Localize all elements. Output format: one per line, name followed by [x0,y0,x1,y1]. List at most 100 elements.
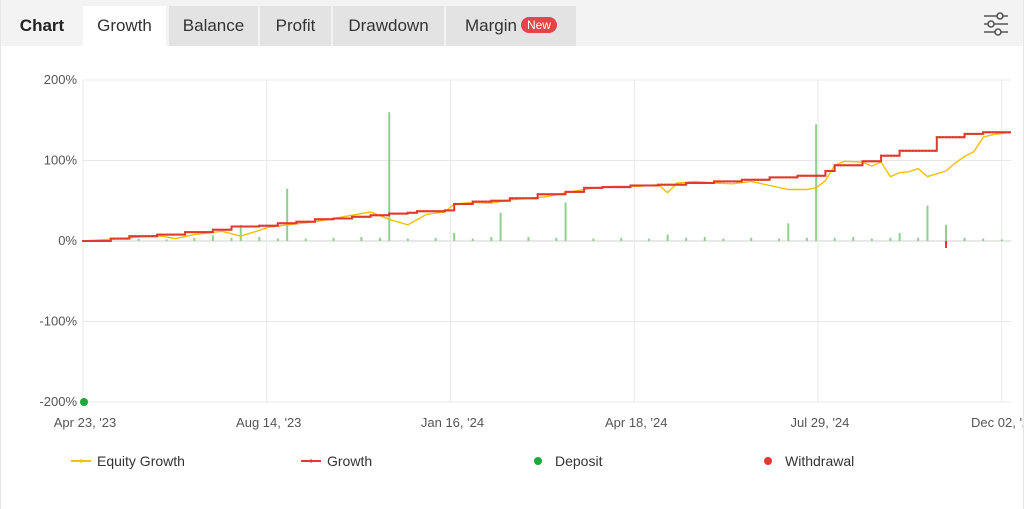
tab-drawdown[interactable]: Drawdown [333,6,444,46]
growth-point [874,160,877,163]
growth-point [711,182,714,185]
growth-point [732,180,735,183]
volume-bar [1000,239,1003,241]
growth-point [144,235,147,238]
growth-point [391,212,394,215]
chart-markers [80,131,1011,406]
volume-bar [592,238,595,241]
growth-point [85,240,88,242]
growth-point [1004,131,1007,134]
growth-point [871,160,874,163]
growth-point [230,225,233,228]
growth-point [236,225,239,228]
growth-point [982,131,985,134]
growth-point [240,225,243,228]
growth-point [680,183,683,186]
growth-point [905,149,908,152]
growth-point [416,210,419,213]
x-tick-label: Apr 18, '24 [605,415,667,430]
growth-point [739,180,742,183]
growth-point [471,200,474,203]
growth-point [534,197,537,200]
legend-label: Equity Growth [97,453,185,469]
volume-bar [211,235,214,241]
growth-point [788,176,791,179]
growth-point [753,178,756,181]
growth-point [704,182,707,185]
tab-growth[interactable]: Growth [83,6,166,46]
growth-point [422,210,425,213]
growth-point [113,237,116,240]
growth-point [583,186,586,189]
growth-point [438,210,441,213]
growth-point [667,183,670,186]
growth-point [211,228,214,231]
volume-bar [239,224,242,241]
growth-point [722,180,725,183]
growth-point [924,149,927,152]
volume-bar [833,237,836,241]
growth-point [827,169,830,172]
growth-point [367,215,370,218]
growth-point [394,212,397,215]
growth-point [169,233,172,236]
sliders-icon[interactable] [981,10,1011,38]
growth-point [193,231,196,234]
legend-label: Growth [327,453,372,469]
growth-point [175,233,178,236]
growth-point [840,164,843,167]
growth-point [469,202,472,205]
growth-point [652,184,655,187]
growth-point [729,180,732,183]
volume-bar [620,237,623,241]
growth-point [784,176,787,179]
growth-point [991,131,994,134]
growth-point [931,149,934,152]
growth-point [488,200,490,203]
growth-point [311,220,314,223]
growth-point [935,136,938,139]
growth-point [796,174,799,177]
growth-point [864,160,867,163]
growth-point [624,186,627,189]
growth-point [599,186,602,189]
growth-point [660,183,663,186]
growth-point [757,178,760,181]
growth-point [280,222,283,225]
growth-point [162,233,165,236]
growth-point [512,197,515,200]
growth-point [506,199,509,202]
volume-bar [304,238,307,241]
volume-bar [703,236,706,241]
growth-point [109,237,112,240]
growth-point [562,193,565,196]
growth-point [822,174,825,177]
tab-balance[interactable]: Balance [169,6,258,46]
growth-point [197,231,200,234]
growth-point [574,190,577,193]
growth-point [508,197,511,200]
growth-point [707,182,710,185]
growth-point [683,183,686,186]
growth-point [896,154,899,157]
tab-margin[interactable]: Margin New [446,6,576,46]
volume-bar [898,232,901,241]
growth-point [253,225,256,228]
growth-point [1008,131,1011,134]
volume-bar [564,202,567,241]
growth-point [966,132,969,135]
growth-point [443,209,446,212]
growth-point [914,149,917,152]
volume-bar [453,232,456,241]
growth-point [819,174,822,177]
growth-point [159,233,162,236]
growth-point [536,193,539,196]
chart-legend: Equity Growth Growth Deposit Withdrawal [71,453,854,469]
growth-point [726,180,729,183]
growth-point [298,220,301,223]
growth-point [339,217,342,220]
growth-point [877,160,880,163]
growth-point [688,182,691,185]
tab-profit[interactable]: Profit [260,6,331,46]
growth-point [771,176,774,179]
